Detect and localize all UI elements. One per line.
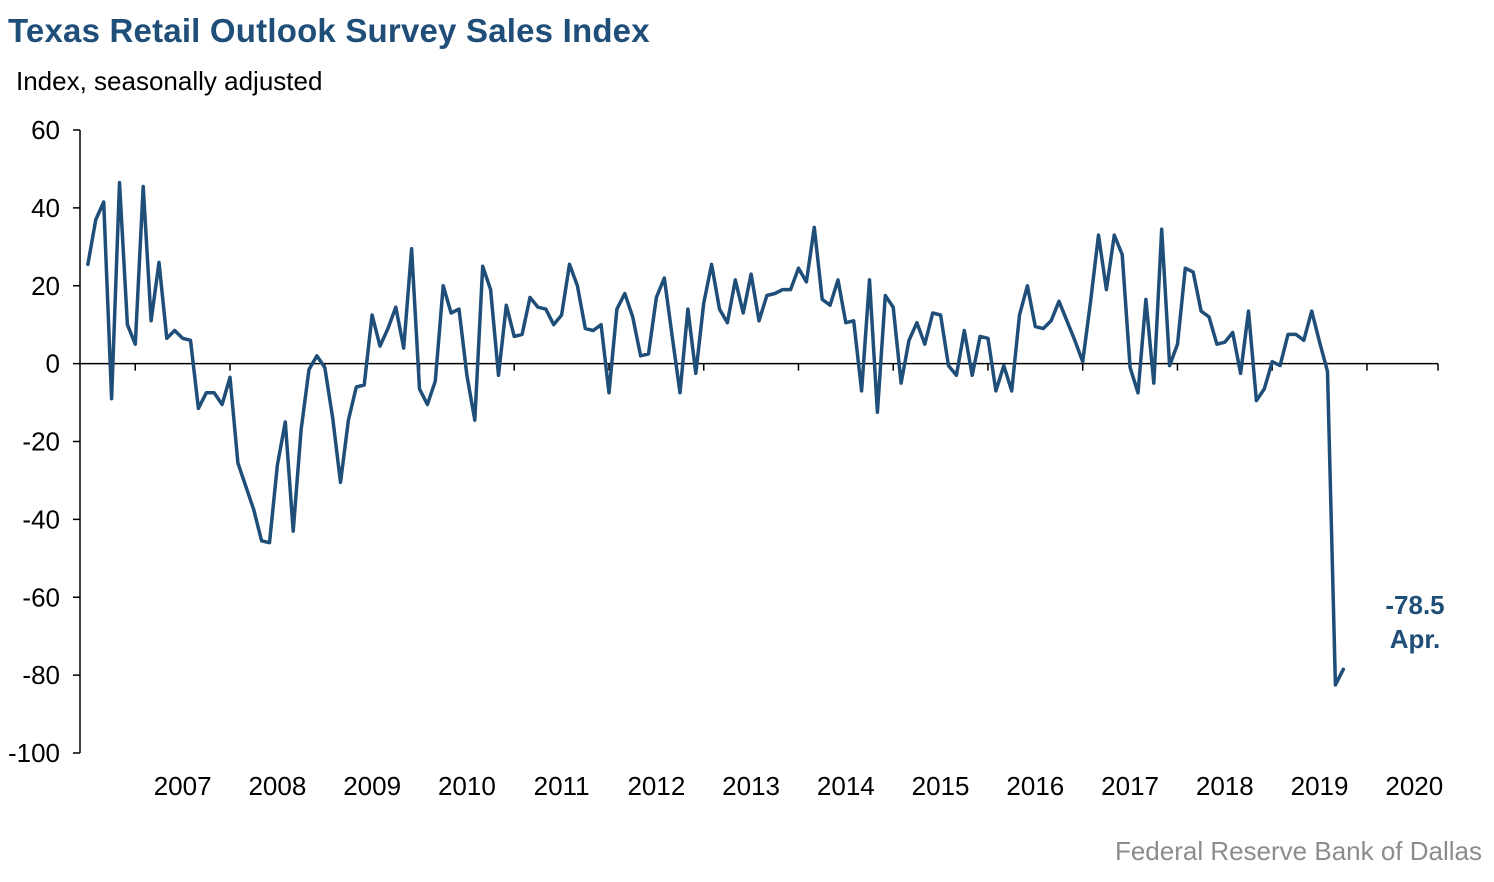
annotation: -78.5 Apr. [1385,590,1444,654]
y-tick-label: -100 [8,738,60,768]
source-credit: Federal Reserve Bank of Dallas [1114,836,1482,866]
x-tick-label: 2016 [1006,771,1064,801]
y-tick-label: -20 [22,427,60,457]
x-tick-label: 2013 [722,771,780,801]
x-tick-label: 2011 [534,771,590,801]
x-tick-label: 2020 [1385,771,1443,801]
y-axis-label: Index, seasonally adjusted [16,66,323,96]
x-tick-label: 2019 [1291,771,1349,801]
x-tick-label: 2014 [817,771,875,801]
x-tick-label: 2008 [248,771,306,801]
x-tick-label: 2012 [627,771,685,801]
y-tick-label: 40 [31,193,60,223]
chart-title: Texas Retail Outlook Survey Sales Index [8,12,650,49]
x-tick-label: 2010 [438,771,496,801]
x-tick-label: 2007 [154,771,212,801]
y-tick-label: -40 [22,504,60,534]
x-tick-label: 2017 [1101,771,1159,801]
y-tick-label: -60 [22,582,60,612]
x-tick-label: 2009 [343,771,401,801]
annotation-value: -78.5 [1385,590,1444,620]
x-tick-label: 2015 [912,771,970,801]
x-tick-label: 2018 [1196,771,1254,801]
y-axis: 60 40 20 0 -20 -40 -60 -80 -100 [8,115,81,768]
y-tick-label: 0 [46,349,60,379]
series-layer [86,180,1346,687]
series-line [86,180,1346,687]
y-tick-label: -80 [22,660,60,690]
x-axis: 2007 2008 2009 2010 2011 2012 2013 2014 2015 2016… [80,362,1443,801]
y-tick-label: 20 [31,271,60,301]
y-tick-label: 60 [31,115,60,145]
annotation-month: Apr. [1390,624,1441,654]
